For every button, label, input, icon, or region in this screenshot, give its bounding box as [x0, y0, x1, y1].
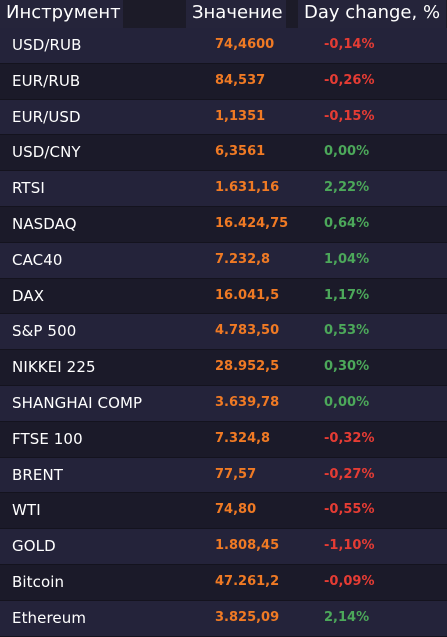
table-row[interactable]: WTI 74,80 -0,55% [0, 493, 447, 530]
table-row[interactable]: CAC40 7.232,8 1,04% [0, 242, 447, 279]
instrument-value: 84,537 [215, 72, 266, 88]
instrument-name: Bitcoin [12, 572, 65, 591]
table-row[interactable]: Bitcoin 47.261,2 -0,09% [0, 564, 447, 601]
instrument-name: SHANGHAI COMP [12, 393, 143, 412]
day-change: 1,04% [324, 251, 370, 267]
instrument-name: RTSI [12, 179, 45, 198]
instrument-value: 1.631,16 [215, 180, 280, 196]
table-row[interactable]: Ethereum 3.825,09 2,14% [0, 600, 447, 637]
instrument-name: BRENT [12, 465, 64, 484]
day-change: -0,32% [324, 430, 375, 446]
column-header-day-change[interactable]: Day change, % [298, 0, 446, 28]
instrument-value: 1,1351 [215, 108, 266, 124]
day-change: 2,14% [324, 609, 370, 625]
instrument-value: 4.783,50 [215, 323, 280, 339]
day-change: -1,10% [324, 538, 375, 554]
instrument-value: 1.808,45 [215, 538, 280, 554]
table-row[interactable]: GOLD 1.808,45 -1,10% [0, 529, 447, 565]
instrument-name: WTI [12, 501, 41, 520]
day-change: -0,55% [324, 502, 375, 518]
day-change: -0,15% [324, 108, 375, 124]
instrument-name: CAC40 [12, 250, 63, 269]
column-header-instrument[interactable]: Инструмент [0, 0, 123, 28]
instrument-value: 3.639,78 [215, 394, 280, 410]
table-row[interactable]: FTSE 100 7.324,8 -0,32% [0, 421, 447, 458]
instrument-name: EUR/USD [12, 107, 81, 126]
table-row[interactable]: USD/RUB 74,4600 -0,14% [0, 28, 447, 64]
instrument-name: FTSE 100 [12, 429, 83, 448]
day-change: 0,00% [324, 394, 370, 410]
instrument-value: 7.232,8 [215, 251, 271, 267]
instrument-name: USD/RUB [12, 36, 82, 54]
instrument-value: 16.041,5 [215, 287, 280, 303]
instrument-name: DAX [12, 286, 45, 305]
table-header: Инструмент Значение Day change, % [0, 0, 447, 28]
table-row[interactable]: BRENT 77,57 -0,27% [0, 457, 447, 494]
instrument-name: NIKKEI 225 [12, 358, 96, 377]
instrument-name: Ethereum [12, 608, 87, 627]
day-change: -0,26% [324, 72, 375, 88]
table-row[interactable]: NASDAQ 16.424,75 0,64% [0, 206, 447, 243]
instrument-value: 74,80 [215, 502, 257, 518]
table-row[interactable]: S&P 500 4.783,50 0,53% [0, 314, 447, 351]
table-row[interactable]: USD/CNY 6,3561 0,00% [0, 135, 447, 172]
table-row[interactable]: NIKKEI 225 28.952,5 0,30% [0, 350, 447, 386]
day-change: 0,30% [324, 359, 370, 375]
day-change: 0,64% [324, 215, 370, 231]
table-row[interactable]: EUR/RUB 84,537 -0,26% [0, 63, 447, 100]
instrument-value: 47.261,2 [215, 573, 280, 589]
instrument-value: 74,4600 [215, 37, 275, 52]
day-change: 2,22% [324, 180, 370, 196]
day-change: 0,53% [324, 323, 370, 339]
day-change: 0,00% [324, 144, 370, 160]
instrument-value: 6,3561 [215, 144, 266, 160]
instrument-name: S&P 500 [12, 322, 77, 341]
instrument-name: GOLD [12, 537, 56, 556]
day-change: -0,09% [324, 573, 375, 589]
instrument-value: 28.952,5 [215, 359, 280, 375]
instrument-value: 77,57 [215, 466, 257, 482]
instrument-name: EUR/RUB [12, 71, 81, 90]
table-row[interactable]: RTSI 1.631,16 2,22% [0, 171, 447, 207]
instrument-value: 7.324,8 [215, 430, 271, 446]
instrument-value: 16.424,75 [215, 215, 289, 231]
day-change: 1,17% [324, 287, 370, 303]
day-change: -0,14% [324, 37, 375, 52]
instrument-name: USD/CNY [12, 143, 81, 162]
instrument-name: NASDAQ [12, 214, 77, 233]
column-header-value[interactable]: Значение [186, 0, 286, 28]
table-row[interactable]: DAX 16.041,5 1,17% [0, 278, 447, 315]
day-change: -0,27% [324, 466, 375, 482]
instrument-value: 3.825,09 [215, 609, 280, 625]
table-row[interactable]: SHANGHAI COMP 3.639,78 0,00% [0, 385, 447, 422]
table-body: USD/RUB 74,4600 -0,14% EUR/RUB 84,537 -0,26% E… [0, 28, 447, 637]
table-row[interactable]: EUR/USD 1,1351 -0,15% [0, 99, 447, 136]
